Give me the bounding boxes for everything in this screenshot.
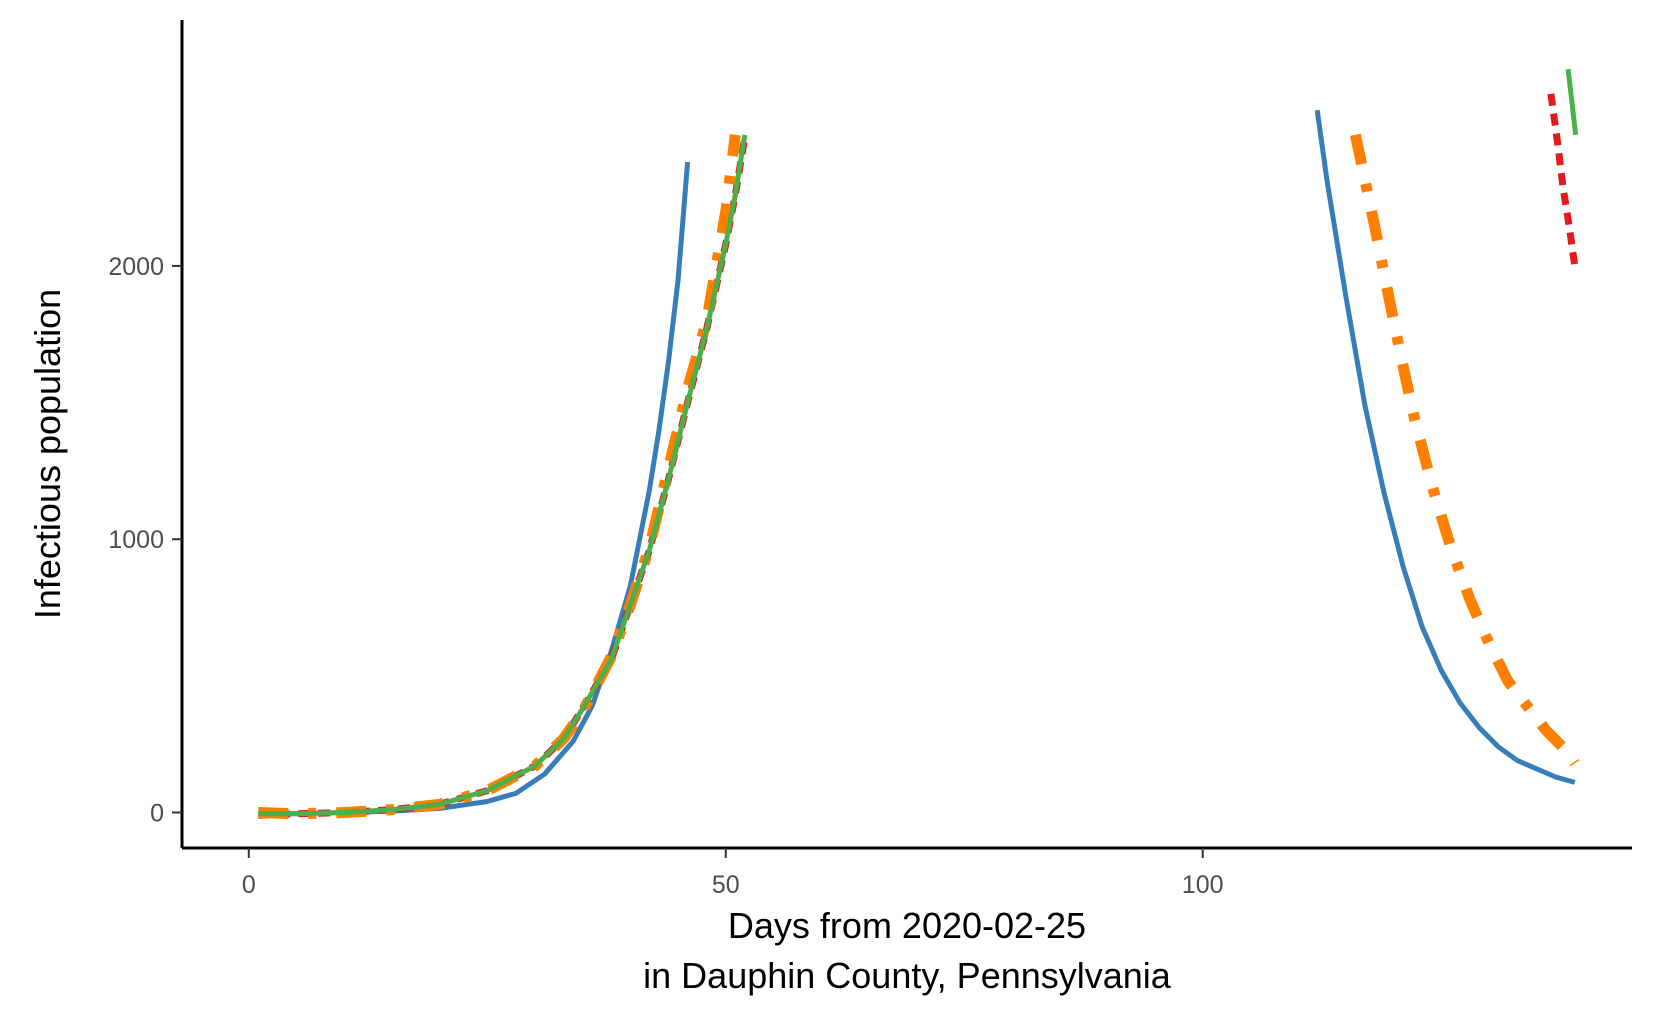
- x-axis-title-line2: in Dauphin County, Pennsylvania: [643, 955, 1172, 996]
- series-3-line-segment-1: [258, 134, 741, 820]
- x-axis-title: Days from 2020-02-25: [728, 905, 1086, 946]
- y-tick-label: 2000: [108, 253, 164, 281]
- y-tick-label: 1000: [108, 526, 164, 554]
- series-1-line-segment-1: [258, 161, 691, 817]
- x-tick-label: 100: [1182, 871, 1224, 899]
- series-2-line-segment-1: [258, 136, 749, 819]
- series-4-line-segment-1: [258, 134, 748, 817]
- plot-lines: [258, 68, 1580, 820]
- y-axis-title: Infectious population: [27, 289, 68, 619]
- x-tick-label: 0: [242, 871, 256, 899]
- series-4-line-segment-2: [1565, 68, 1579, 136]
- x-tick-label: 50: [712, 871, 740, 899]
- x-ticks: 0 50 100: [242, 848, 1224, 899]
- series-1-line-segment-2: [1314, 109, 1576, 785]
- series-3-line-segment-2: [1350, 133, 1580, 767]
- series-2-line-segment-2: [1547, 93, 1579, 267]
- y-ticks: 0 1000 2000: [108, 253, 182, 827]
- y-tick-label: 0: [150, 799, 164, 827]
